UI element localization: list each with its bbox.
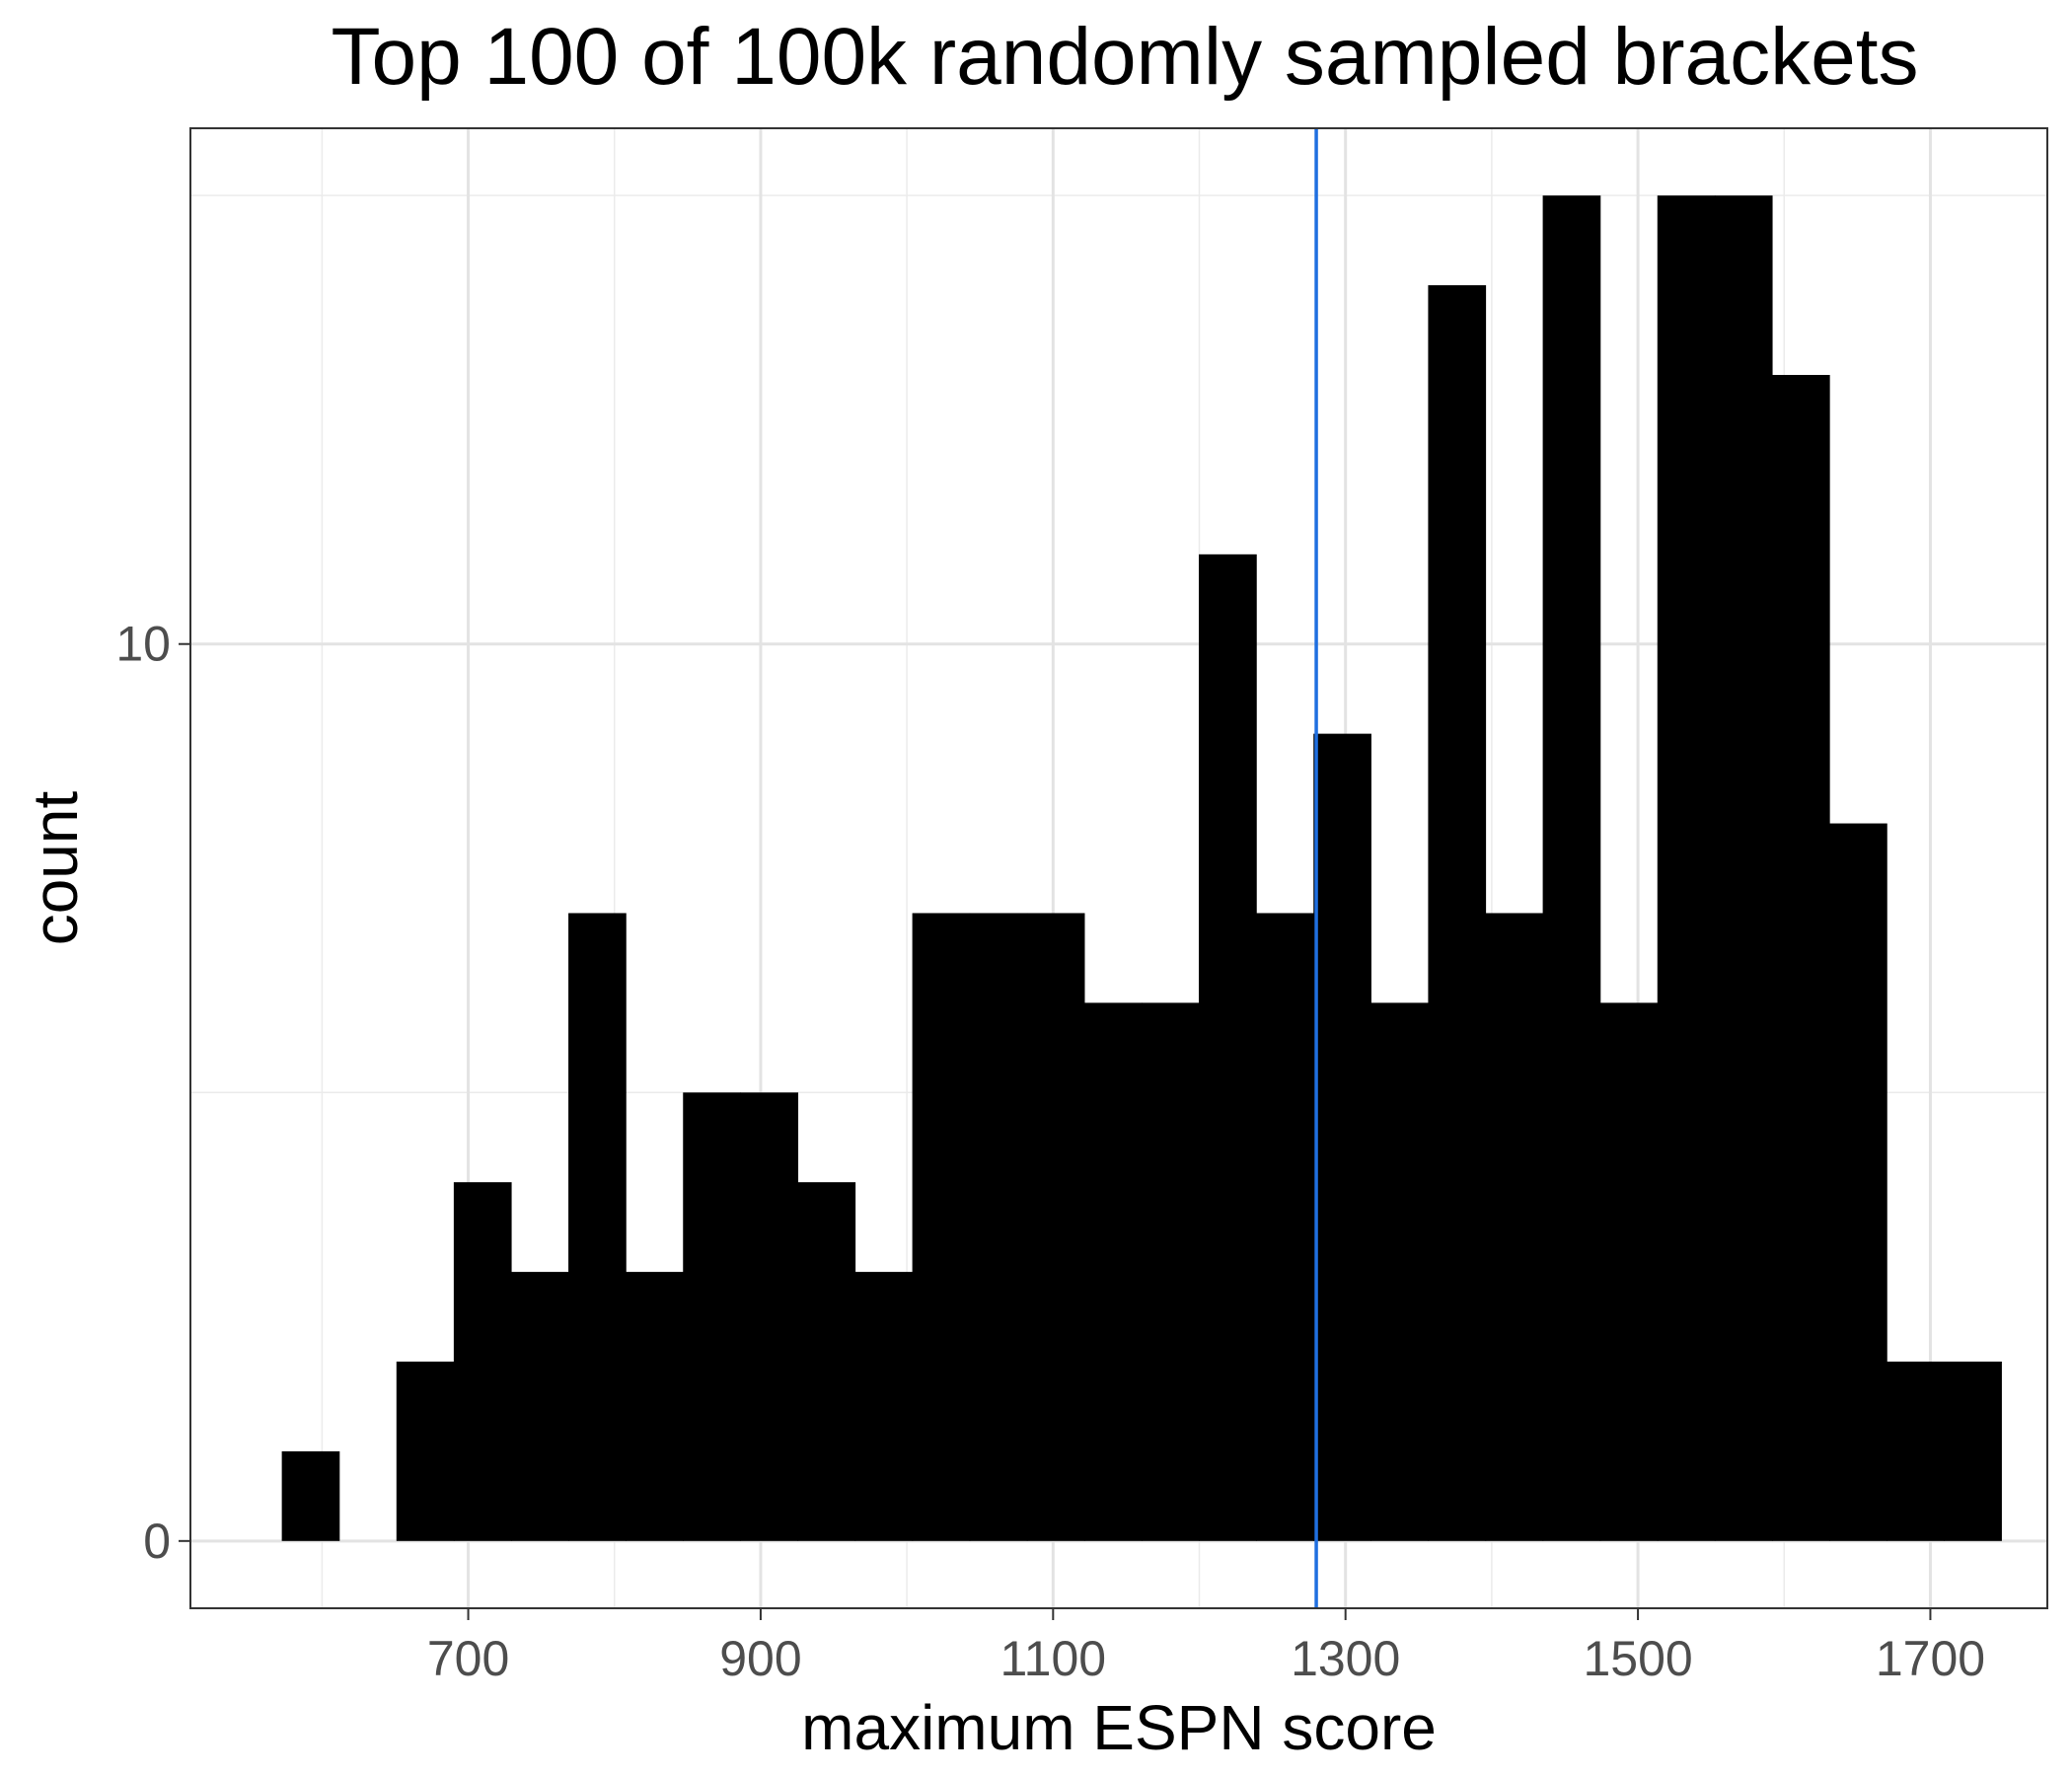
x-tick-label: 1300	[1291, 1631, 1400, 1686]
histogram-bar-16	[1199, 554, 1257, 1541]
histogram-bar-4	[510, 1272, 569, 1541]
histogram-bar-13	[1026, 913, 1085, 1541]
histogram-bar-25	[1714, 195, 1773, 1541]
histogram-bar-21	[1485, 913, 1544, 1541]
histogram-bar-11	[912, 913, 971, 1541]
x-axis-title: maximum ESPN score	[801, 1692, 1437, 1763]
histogram-bar-10	[854, 1272, 914, 1541]
x-axis: 700 900 1100 1300 1500 1700	[427, 1608, 1985, 1686]
chart-title: Top 100 of 100k randomly sampled bracket…	[331, 12, 1918, 102]
histogram-bar-8	[740, 1092, 799, 1541]
histogram-bar-17	[1256, 913, 1314, 1541]
histogram-bars	[281, 195, 2002, 1541]
plot-panel-border	[189, 127, 2048, 1609]
x-tick-label: 1500	[1583, 1631, 1692, 1686]
y-tick-label: 0	[143, 1514, 171, 1569]
histogram-bar-26	[1771, 375, 1830, 1541]
histogram-bar-27	[1829, 823, 1887, 1541]
histogram-bar-22	[1542, 195, 1601, 1541]
histogram-bar-0	[281, 1450, 340, 1541]
histogram-bar-5	[568, 913, 627, 1541]
x-tick-label: 1700	[1876, 1631, 1985, 1686]
histogram-bar-9	[797, 1182, 856, 1541]
histogram-bar-19	[1370, 1002, 1430, 1541]
y-tick-label: 10	[115, 617, 171, 672]
histogram-bar-29	[1944, 1362, 2002, 1541]
y-axis-title: count	[20, 791, 91, 946]
histogram-bar-23	[1599, 1002, 1659, 1541]
histogram-bar-6	[626, 1272, 684, 1541]
histogram-bar-24	[1657, 195, 1716, 1541]
x-tick-label: 1100	[1000, 1631, 1107, 1686]
histogram-bar-28	[1887, 1362, 1945, 1541]
histogram-bar-20	[1428, 285, 1487, 1541]
x-tick-label: 900	[719, 1631, 801, 1686]
histogram-bar-18	[1313, 733, 1371, 1541]
histogram-bar-3	[453, 1182, 512, 1541]
histogram-bar-7	[683, 1092, 741, 1541]
histogram-bar-12	[969, 913, 1028, 1541]
y-axis: 0 10	[115, 617, 190, 1569]
histogram-bar-2	[396, 1362, 455, 1541]
histogram-bar-14	[1083, 1002, 1143, 1541]
x-tick-label: 700	[427, 1631, 509, 1686]
histogram-bar-15	[1141, 1002, 1200, 1541]
